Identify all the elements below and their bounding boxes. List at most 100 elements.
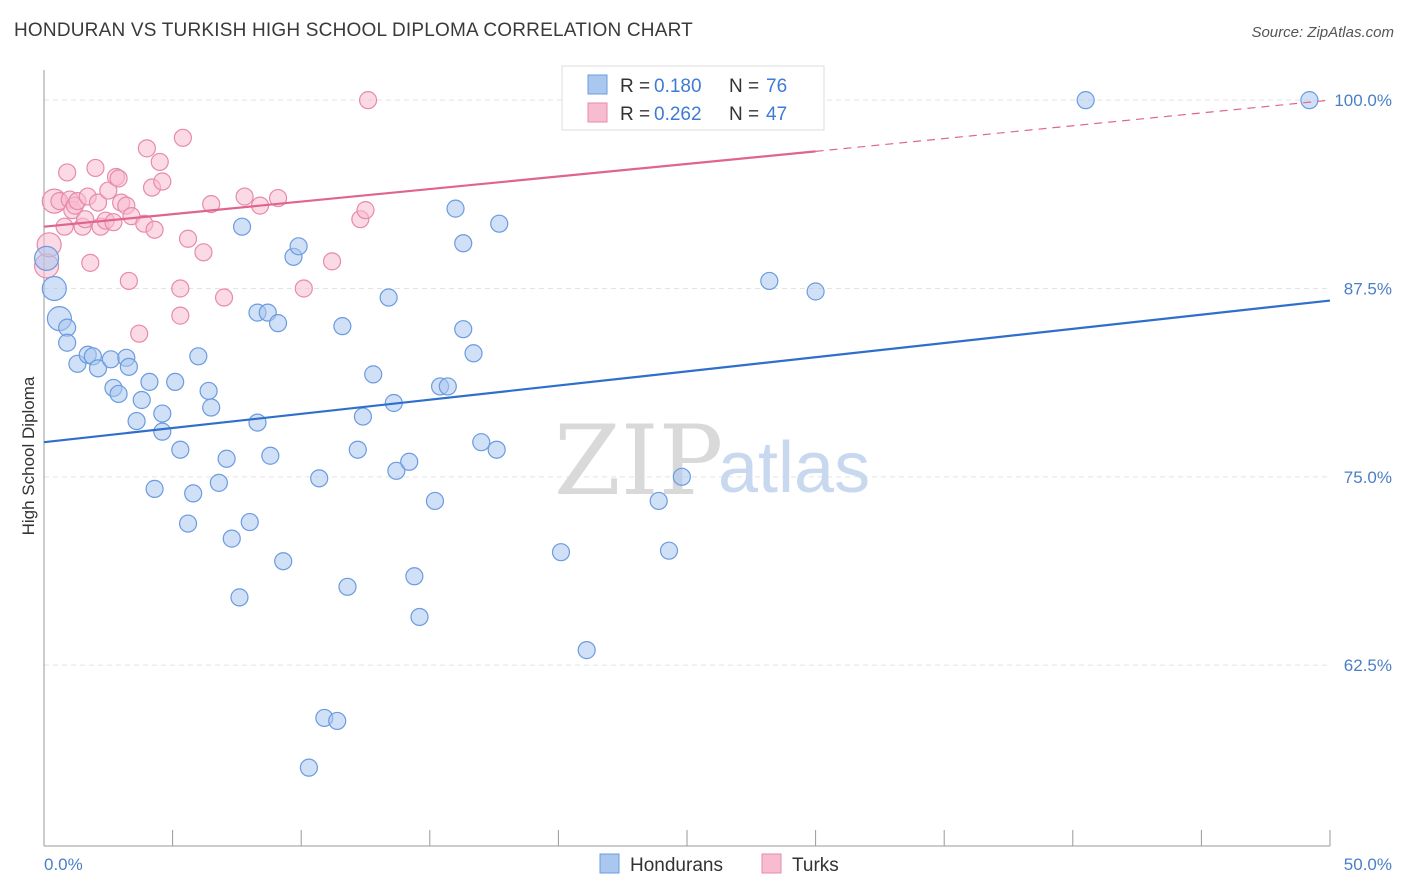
- stats-legend-r-label: R =: [620, 76, 650, 97]
- honduran-point: [230, 588, 249, 607]
- turk-point: [119, 271, 138, 291]
- turk-point: [99, 181, 118, 200]
- honduran-point: [268, 314, 288, 333]
- honduran-point: [299, 758, 319, 777]
- honduran-point: [178, 514, 198, 533]
- turk-point: [150, 152, 169, 172]
- honduran-point: [171, 440, 190, 459]
- turk-point: [294, 279, 313, 298]
- stats-legend-swatch-hondurans: [587, 74, 608, 95]
- turk-point: [145, 220, 164, 239]
- honduran-point: [454, 320, 473, 339]
- y-tick-label: 62.5%: [1344, 656, 1392, 675]
- source-label: Source: ZipAtlas.com: [1251, 24, 1394, 41]
- honduran-point: [387, 461, 406, 480]
- honduran-point: [577, 641, 596, 660]
- honduran-point: [364, 365, 383, 384]
- honduran-point: [153, 404, 172, 423]
- honduran-point: [672, 467, 691, 486]
- honduran-point: [140, 372, 159, 392]
- turk-point: [173, 128, 192, 147]
- honduran-point: [217, 449, 236, 468]
- regression-line-hondurans: [43, 299, 1331, 444]
- honduran-point: [199, 381, 218, 401]
- honduran-point: [33, 245, 60, 271]
- gridlines: [44, 99, 1330, 666]
- watermark-zip: ZIP: [554, 405, 723, 517]
- turk-point: [130, 324, 149, 343]
- honduran-point: [240, 512, 259, 532]
- stats-legend-r-value: 0.262: [654, 104, 702, 125]
- honduran-point: [1076, 91, 1095, 110]
- honduran-point: [400, 452, 419, 471]
- honduran-point: [379, 288, 398, 307]
- honduran-point: [232, 217, 252, 236]
- honduran-point: [328, 711, 347, 731]
- x-tick-label-min: 0.0%: [44, 855, 83, 874]
- y-tick-label: 75.0%: [1344, 468, 1392, 487]
- turk-point: [171, 279, 190, 298]
- honduran-point: [58, 333, 77, 352]
- bottom-legend: Hondurans Turks: [599, 853, 839, 876]
- turk-point: [268, 188, 288, 208]
- legend-label-hondurans: Hondurans: [630, 855, 723, 876]
- honduran-point: [487, 440, 506, 459]
- honduran-point: [454, 234, 473, 253]
- hondurans-points: [33, 91, 1319, 777]
- honduran-point: [88, 359, 108, 378]
- regression-extension-turks: [815, 99, 1331, 152]
- y-axis-label: High School Diploma: [19, 376, 38, 535]
- honduran-point: [289, 237, 308, 256]
- turk-point: [153, 172, 172, 191]
- honduran-point: [261, 446, 280, 465]
- regression-line-turks: [43, 150, 816, 228]
- honduran-point: [333, 317, 352, 336]
- x-ticks: [43, 830, 1331, 846]
- stats-legend-r-label: R =: [620, 104, 650, 125]
- honduran-point: [209, 473, 228, 492]
- turk-point: [55, 217, 74, 236]
- honduran-point: [425, 491, 445, 511]
- honduran-point: [41, 275, 67, 302]
- honduran-point: [109, 384, 128, 404]
- stats-legend-n-value: 76: [766, 76, 787, 97]
- honduran-point: [119, 357, 138, 376]
- honduran-point: [464, 344, 483, 363]
- stats-legend-n-label: N =: [729, 104, 759, 125]
- stats-legend-swatch-turks: [587, 102, 608, 123]
- honduran-point: [659, 541, 679, 560]
- turk-point: [194, 243, 213, 262]
- honduran-point: [222, 529, 241, 548]
- turks-points: [33, 91, 817, 343]
- honduran-point: [405, 567, 424, 586]
- watermark: ZIP atlas: [554, 405, 870, 517]
- y-tick-labels: 62.5% 75.0% 87.5% 100.0%: [1334, 91, 1392, 675]
- chart-title: HONDURAN VS TURKISH HIGH SCHOOL DIPLOMA …: [14, 20, 693, 41]
- y-tick-label: 100.0%: [1334, 91, 1392, 110]
- honduran-point: [132, 390, 151, 410]
- turk-point: [86, 158, 105, 178]
- turk-point: [76, 210, 95, 229]
- turk-point: [235, 187, 254, 206]
- turk-point: [88, 193, 108, 212]
- turk-point: [104, 213, 123, 232]
- honduran-point: [145, 479, 164, 498]
- turk-point: [356, 201, 375, 220]
- honduran-point: [438, 377, 457, 396]
- honduran-point: [310, 469, 329, 488]
- honduran-point: [153, 422, 172, 441]
- turk-point: [81, 253, 100, 272]
- turk-point: [178, 229, 198, 248]
- honduran-point: [101, 350, 120, 369]
- x-tick-label-max: 50.0%: [1344, 855, 1392, 874]
- stats-legend: R = 0.180 N = 76 R = 0.262 N = 47: [561, 65, 825, 131]
- honduran-point: [184, 484, 203, 503]
- y-tick-label: 87.5%: [1344, 279, 1392, 298]
- watermark-atlas: atlas: [718, 428, 870, 508]
- honduran-point: [348, 440, 367, 459]
- honduran-point: [338, 577, 357, 596]
- honduran-point: [353, 407, 373, 426]
- honduran-point: [472, 433, 491, 452]
- stats-legend-n-value: 47: [766, 104, 787, 125]
